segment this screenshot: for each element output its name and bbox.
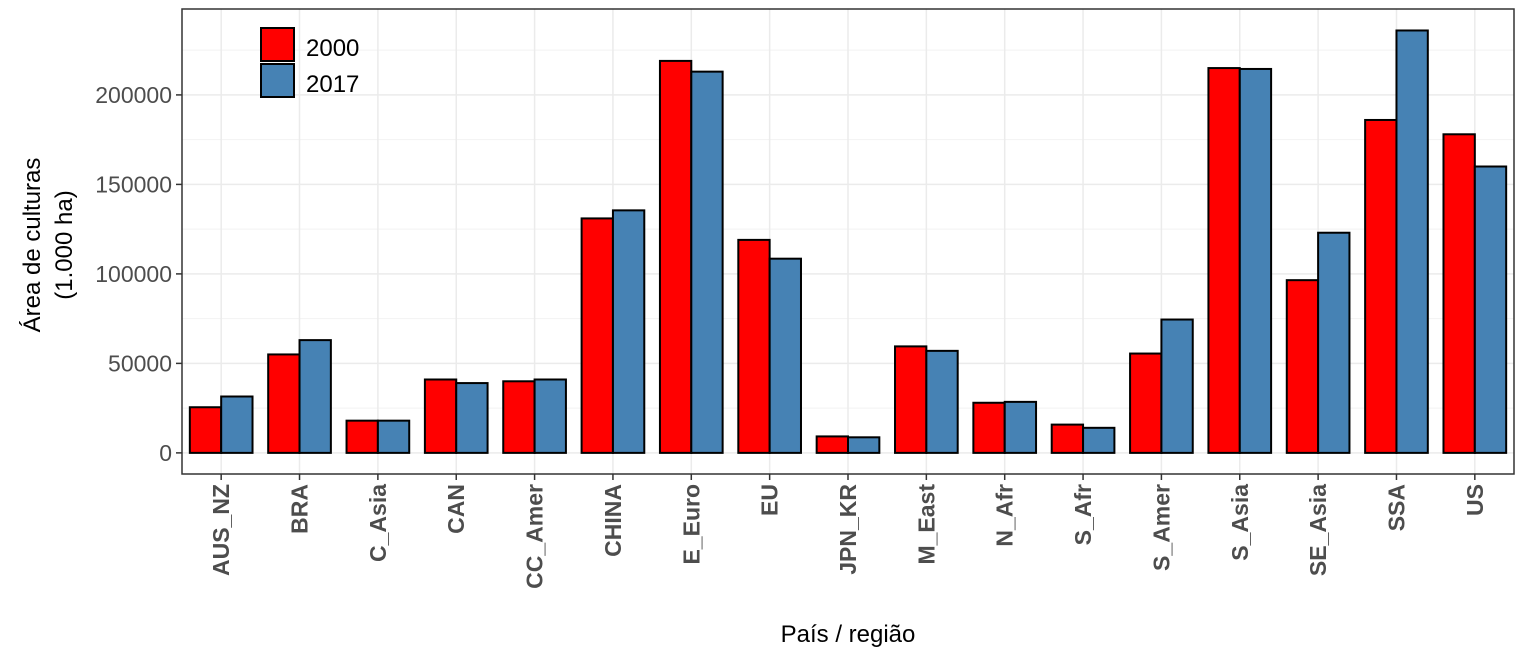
bar-AUS_NZ-2017 [220, 395, 254, 454]
bar-SSA-2017 [1395, 29, 1429, 454]
x-tick-label-SE_Asia: SE_Asia [1305, 484, 1331, 576]
x-tick-label-SSA: SSA [1383, 484, 1409, 531]
y-tick-label-1: 50000 [108, 350, 172, 376]
bar-CAN-2017 [455, 382, 489, 454]
bar-S_Asia-2000 [1207, 67, 1241, 454]
bar-S_Amer-2017 [1160, 318, 1194, 454]
x-tick-label-E_Euro: E_Euro [678, 484, 704, 565]
x-tick-label-S_Amer: S_Amer [1148, 484, 1174, 571]
bar-E_Euro-2017 [690, 70, 724, 454]
bar-SSA-2000 [1364, 118, 1398, 454]
bar-S_Asia-2017 [1238, 67, 1273, 454]
bar-JPN_KR-2017 [847, 436, 881, 454]
x-axis-title: País / região [781, 621, 916, 648]
x-tick-label-CAN: CAN [443, 484, 469, 534]
bar-E_Euro-2000 [658, 59, 693, 454]
x-axis: AUS_NZ BRA C_Asia CAN CC_Amer CHINA E_Euro EU JP… [208, 474, 1488, 589]
bar-BRA-2000 [267, 353, 301, 454]
x-tick-label-BRA: BRA [287, 484, 313, 534]
bar-M_East-2017 [925, 349, 959, 454]
bar-N_Afr-2017 [1003, 400, 1038, 454]
y-tick-label-4: 200000 [95, 82, 172, 108]
legend-key-2017 [260, 63, 295, 98]
bar-JPN_KR-2000 [815, 435, 849, 454]
bar-US-2017 [1473, 165, 1508, 454]
x-tick-label-C_Asia: C_Asia [365, 484, 391, 562]
bar-CAN-2000 [423, 378, 458, 454]
legend: 2000 2017 [260, 27, 359, 98]
y-axis-title-line-2: (1.000 ha) [51, 190, 78, 299]
bar-US-2000 [1442, 133, 1476, 454]
legend-label-2000: 2000 [306, 35, 359, 62]
x-tick-label-CC_Amer: CC_Amer [522, 484, 548, 589]
bar-SE_Asia-2000 [1285, 279, 1320, 454]
x-tick-label-N_Afr: N_Afr [992, 484, 1018, 547]
bar-BRA-2017 [298, 339, 332, 454]
bars [188, 29, 1508, 454]
bar-CHINA-2017 [611, 209, 646, 454]
x-tick-label-M_East: M_East [913, 484, 939, 565]
bar-C_Asia-2017 [376, 419, 411, 454]
legend-key-2000 [260, 27, 295, 62]
bar-M_East-2000 [894, 345, 928, 454]
bar-CHINA-2000 [580, 217, 614, 454]
bar-S_Amer-2000 [1129, 352, 1163, 454]
x-tick-label-US: US [1462, 484, 1488, 516]
bar-C_Asia-2000 [345, 419, 379, 454]
x-tick-label-JPN_KR: JPN_KR [835, 484, 861, 575]
bar-EU-2000 [737, 238, 771, 454]
x-tick-label-S_Asia: S_Asia [1227, 484, 1253, 561]
x-tick-label-AUS_NZ: AUS_NZ [208, 484, 234, 576]
x-tick-label-S_Afr: S_Afr [1070, 484, 1096, 545]
x-tick-label-CHINA: CHINA [600, 484, 626, 557]
y-tick-label-3: 150000 [95, 171, 172, 197]
bar-AUS_NZ-2000 [188, 406, 223, 454]
y-tick-label-0: 0 [159, 440, 172, 466]
y-axis-title-line-1: Área de culturas [19, 158, 46, 333]
x-tick-label-EU: EU [757, 484, 783, 516]
bar-S_Afr-2000 [1050, 423, 1085, 454]
bar-CC_Amer-2017 [533, 378, 567, 454]
bar-SE_Asia-2017 [1317, 231, 1351, 454]
bar-CC_Amer-2000 [502, 380, 536, 454]
y-tick-label-2: 100000 [95, 261, 172, 287]
bar-N_Afr-2000 [972, 401, 1006, 454]
bar-S_Afr-2017 [1082, 426, 1116, 454]
y-axis: 0 50000 100000 150000 200000 [95, 82, 182, 466]
legend-label-2017: 2017 [306, 71, 359, 98]
bar-EU-2017 [768, 257, 802, 454]
